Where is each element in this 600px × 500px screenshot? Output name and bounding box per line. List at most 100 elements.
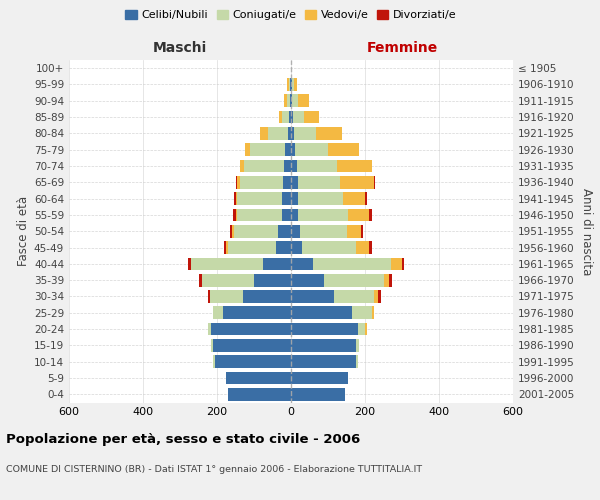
Bar [291, 160, 296, 172]
Bar [202, 274, 254, 286]
Bar [298, 176, 340, 188]
Bar [313, 258, 391, 270]
Bar [291, 290, 334, 303]
Bar [235, 208, 238, 222]
Bar [291, 78, 292, 91]
Bar [337, 160, 373, 172]
Bar [356, 241, 368, 254]
Bar [298, 192, 343, 205]
Bar [215, 356, 291, 368]
Bar [298, 94, 309, 107]
Bar [226, 241, 228, 254]
Bar [282, 110, 289, 124]
Bar [228, 241, 276, 254]
Bar [328, 144, 359, 156]
Bar [188, 258, 191, 270]
Bar [254, 274, 291, 286]
Bar [291, 306, 352, 319]
Bar [268, 127, 288, 140]
Bar [374, 290, 378, 303]
Bar [238, 176, 241, 188]
Bar [282, 208, 291, 222]
Bar [284, 94, 287, 107]
Bar [235, 176, 238, 188]
Bar [290, 78, 291, 91]
Bar [291, 176, 298, 188]
Bar [290, 94, 291, 107]
Bar [291, 127, 294, 140]
Bar [325, 274, 383, 286]
Bar [356, 356, 358, 368]
Bar [291, 356, 356, 368]
Text: Femmine: Femmine [367, 41, 437, 55]
Bar [334, 290, 374, 303]
Bar [291, 372, 349, 384]
Bar [226, 372, 291, 384]
Bar [378, 290, 381, 303]
Bar [389, 274, 392, 286]
Bar [340, 176, 374, 188]
Bar [233, 192, 235, 205]
Y-axis label: Anni di nascita: Anni di nascita [580, 188, 593, 275]
Bar [288, 127, 291, 140]
Bar [233, 208, 235, 222]
Bar [383, 274, 389, 286]
Bar [369, 241, 371, 254]
Bar [241, 176, 283, 188]
Text: Maschi: Maschi [153, 41, 207, 55]
Bar [276, 241, 291, 254]
Bar [294, 127, 316, 140]
Bar [296, 160, 337, 172]
Bar [282, 192, 291, 205]
Bar [316, 127, 342, 140]
Bar [287, 78, 289, 91]
Bar [291, 258, 313, 270]
Bar [289, 110, 291, 124]
Bar [284, 160, 291, 172]
Bar [374, 176, 376, 188]
Bar [291, 274, 325, 286]
Bar [292, 78, 293, 91]
Bar [208, 322, 211, 336]
Bar [286, 144, 291, 156]
Bar [291, 241, 302, 254]
Bar [238, 208, 282, 222]
Bar [244, 160, 284, 172]
Bar [228, 388, 291, 400]
Bar [343, 192, 365, 205]
Bar [352, 306, 373, 319]
Bar [291, 144, 295, 156]
Bar [402, 258, 404, 270]
Bar [291, 388, 344, 400]
Bar [361, 225, 363, 237]
Bar [240, 160, 244, 172]
Bar [365, 192, 367, 205]
Bar [233, 225, 278, 237]
Bar [191, 258, 263, 270]
Bar [235, 192, 238, 205]
Bar [211, 339, 214, 352]
Bar [238, 192, 282, 205]
Bar [369, 208, 371, 222]
Bar [302, 241, 356, 254]
Bar [293, 110, 304, 124]
Bar [291, 110, 293, 124]
Bar [391, 258, 402, 270]
Bar [295, 144, 328, 156]
Bar [365, 322, 367, 336]
Bar [260, 127, 268, 140]
Bar [230, 225, 232, 237]
Bar [245, 144, 250, 156]
Bar [287, 94, 290, 107]
Y-axis label: Fasce di età: Fasce di età [17, 196, 30, 266]
Bar [349, 208, 369, 222]
Bar [358, 322, 365, 336]
Bar [211, 322, 291, 336]
Bar [293, 78, 297, 91]
Bar [232, 225, 233, 237]
Bar [291, 339, 356, 352]
Bar [291, 208, 298, 222]
Bar [243, 290, 291, 303]
Bar [291, 225, 300, 237]
Text: COMUNE DI CISTERNINO (BR) - Dati ISTAT 1° gennaio 2006 - Elaborazione TUTTITALIA: COMUNE DI CISTERNINO (BR) - Dati ISTAT 1… [6, 465, 422, 474]
